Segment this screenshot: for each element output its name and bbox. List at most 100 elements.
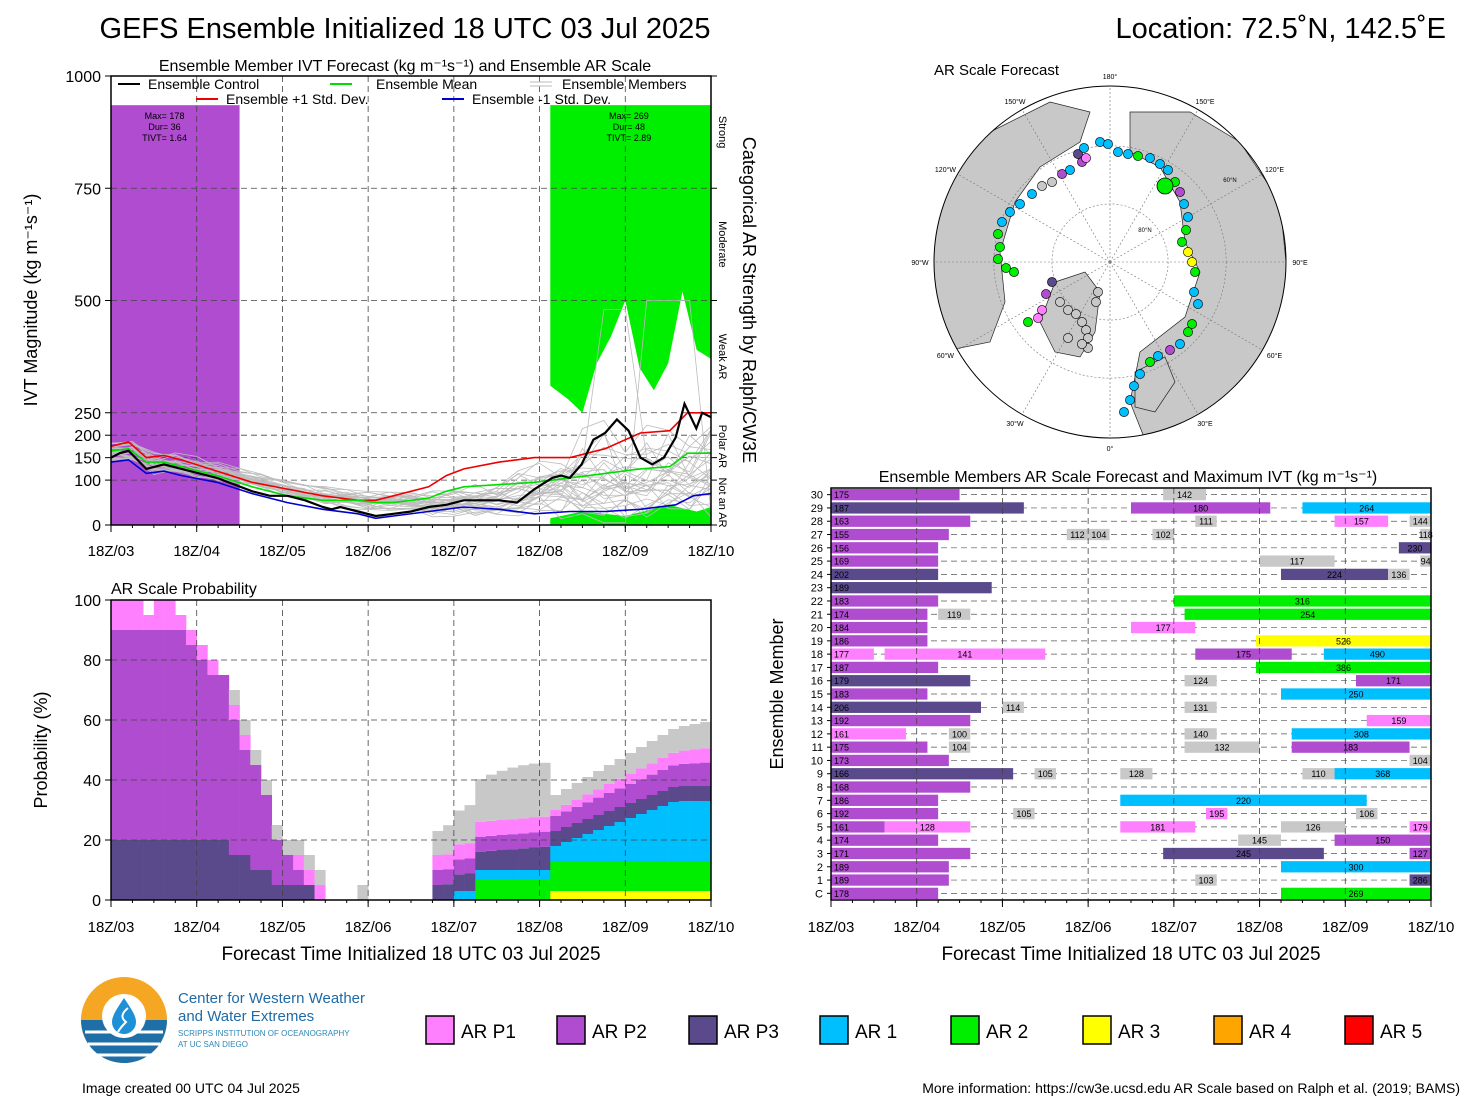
legend-mean: Ensemble Mean xyxy=(376,76,477,92)
legend-label-AR-5: AR 5 xyxy=(1380,1022,1422,1043)
legend-label-AR-4: AR 4 xyxy=(1249,1022,1292,1043)
ivt-ytick-label: 500 xyxy=(74,294,101,311)
map-ar-dot xyxy=(1033,313,1043,323)
members-xtick-label: 18Z/04 xyxy=(893,919,940,936)
member-segment-label: 187 xyxy=(834,663,849,673)
prob-cell-AR-P3 xyxy=(475,851,487,870)
map-ar-dot xyxy=(1037,305,1047,315)
prob-cell-AR-P3 xyxy=(636,799,648,814)
prob-cell-AR-P3 xyxy=(668,787,680,802)
event-shade-ar-2 xyxy=(550,105,711,413)
member-row-label: 19 xyxy=(811,636,823,648)
prob-cell-unk xyxy=(668,729,680,753)
member-segment xyxy=(831,555,939,567)
map-ar-dot xyxy=(1065,165,1075,175)
member-segment xyxy=(948,741,971,753)
legend-minus-std: Ensemble -1 Std. Dev. xyxy=(472,91,611,107)
map-meridian xyxy=(1109,261,1263,351)
member-segment xyxy=(831,542,939,554)
prob-cell-AR-P1 xyxy=(164,600,176,630)
member-segment-label: 300 xyxy=(1348,862,1363,872)
prob-cell-unk xyxy=(228,690,240,705)
member-segment xyxy=(1409,754,1431,767)
prob-cell-unk xyxy=(486,774,498,821)
member-row-label: 15 xyxy=(811,689,823,701)
prob-cell-AR-P1 xyxy=(132,600,144,630)
map-border xyxy=(933,85,1287,439)
map-ar-dot xyxy=(1005,207,1015,217)
legend-plus-std: Ensemble +1 Std. Dev. xyxy=(226,91,369,107)
member-segment-label: 169 xyxy=(834,557,849,567)
prob-cell-unk xyxy=(432,831,444,855)
prob-cell-AR-2 xyxy=(539,879,551,900)
category-label-3: Polar AR xyxy=(716,425,728,468)
prob-cell-AR-P1 xyxy=(636,768,648,780)
member-segment xyxy=(1195,648,1292,660)
ivt-y-ticks: 0 100 150 200 250 500 750 1000 xyxy=(65,69,717,535)
member-segment xyxy=(1388,568,1410,581)
member-segment xyxy=(1184,728,1217,740)
prob-cell-AR-1 xyxy=(561,842,573,861)
prob-cell-AR-P2 xyxy=(571,806,583,823)
category-label-0: Strong xyxy=(716,116,728,148)
prob-cell-unk xyxy=(593,771,605,790)
legend-swatch-AR-4 xyxy=(1213,1015,1243,1045)
prob-cell-unk xyxy=(603,765,615,784)
prob-cell-AR-P1 xyxy=(550,810,562,816)
member-segment xyxy=(831,874,949,886)
prob-cell-AR-1 xyxy=(657,806,669,861)
series-line-1 xyxy=(110,447,711,504)
prob-xtick-label: 18Z/10 xyxy=(688,919,735,936)
prob-cell-AR-P3 xyxy=(432,885,444,900)
prob-cell-AR-2 xyxy=(700,861,712,891)
member-segment xyxy=(1120,794,1367,806)
prob-cell-AR-1 xyxy=(636,814,648,861)
prob-cell-AR-P3 xyxy=(625,803,637,818)
member-segment-label: 174 xyxy=(834,836,849,846)
logo-line3: SCRIPPS INSTITUTION OF OCEANOGRAPHY xyxy=(178,1029,350,1038)
prob-cell-AR-P2 xyxy=(475,836,487,852)
member-segment xyxy=(831,714,971,727)
member-segment xyxy=(1163,489,1206,501)
map-ar-dot xyxy=(1001,263,1011,273)
prob-cell-AR-2 xyxy=(496,879,508,900)
prob-cell-AR-P2 xyxy=(518,833,530,849)
prob-cell-AR-P3 xyxy=(571,823,583,838)
prob-cell-unk xyxy=(700,722,712,749)
prob-cell-AR-P2 xyxy=(175,630,187,840)
member-segment xyxy=(1120,768,1153,780)
member-segment-label: 104 xyxy=(952,743,967,753)
member-segment xyxy=(831,595,939,607)
map-ar-dot xyxy=(1071,309,1081,319)
member-segment xyxy=(1034,768,1056,780)
member-segment xyxy=(948,728,971,740)
prob-cell-AR-2 xyxy=(593,861,605,891)
prob-cell-AR-P1 xyxy=(571,799,583,807)
prob-cell-AR-P3 xyxy=(132,840,144,900)
member-segment xyxy=(831,528,949,541)
member-segment-label: 175 xyxy=(1236,650,1251,660)
prob-xtick-label: 18Z/09 xyxy=(602,919,649,936)
member-segment xyxy=(831,635,928,647)
member-segment xyxy=(1256,661,1431,674)
member-segment xyxy=(831,648,874,660)
map-lon-label: 150°W xyxy=(1004,98,1025,106)
member-segment-label: 144 xyxy=(1413,517,1428,527)
member-segment xyxy=(1281,821,1346,833)
map-ar-dot xyxy=(1079,143,1089,153)
legend-label-AR-1: AR 1 xyxy=(855,1022,897,1043)
member-row-label: 23 xyxy=(811,583,823,595)
prob-cell-AR-P3 xyxy=(239,855,251,900)
water-drop-icon xyxy=(112,998,136,1034)
prob-grid xyxy=(111,600,711,900)
member-segment xyxy=(1366,714,1431,727)
prob-cell-AR-P3 xyxy=(518,848,530,870)
member-row-label: 25 xyxy=(811,556,823,568)
map-ar-dot xyxy=(1155,159,1165,169)
prob-cell-AR-1 xyxy=(700,801,712,861)
ar-scale-map: AR Scale Forecast 180° 150°E 120°E 90°E 60°E… xyxy=(911,62,1308,453)
member-segment xyxy=(1291,741,1410,753)
member-segment xyxy=(1002,701,1024,713)
map-ar-dot xyxy=(1175,187,1185,197)
